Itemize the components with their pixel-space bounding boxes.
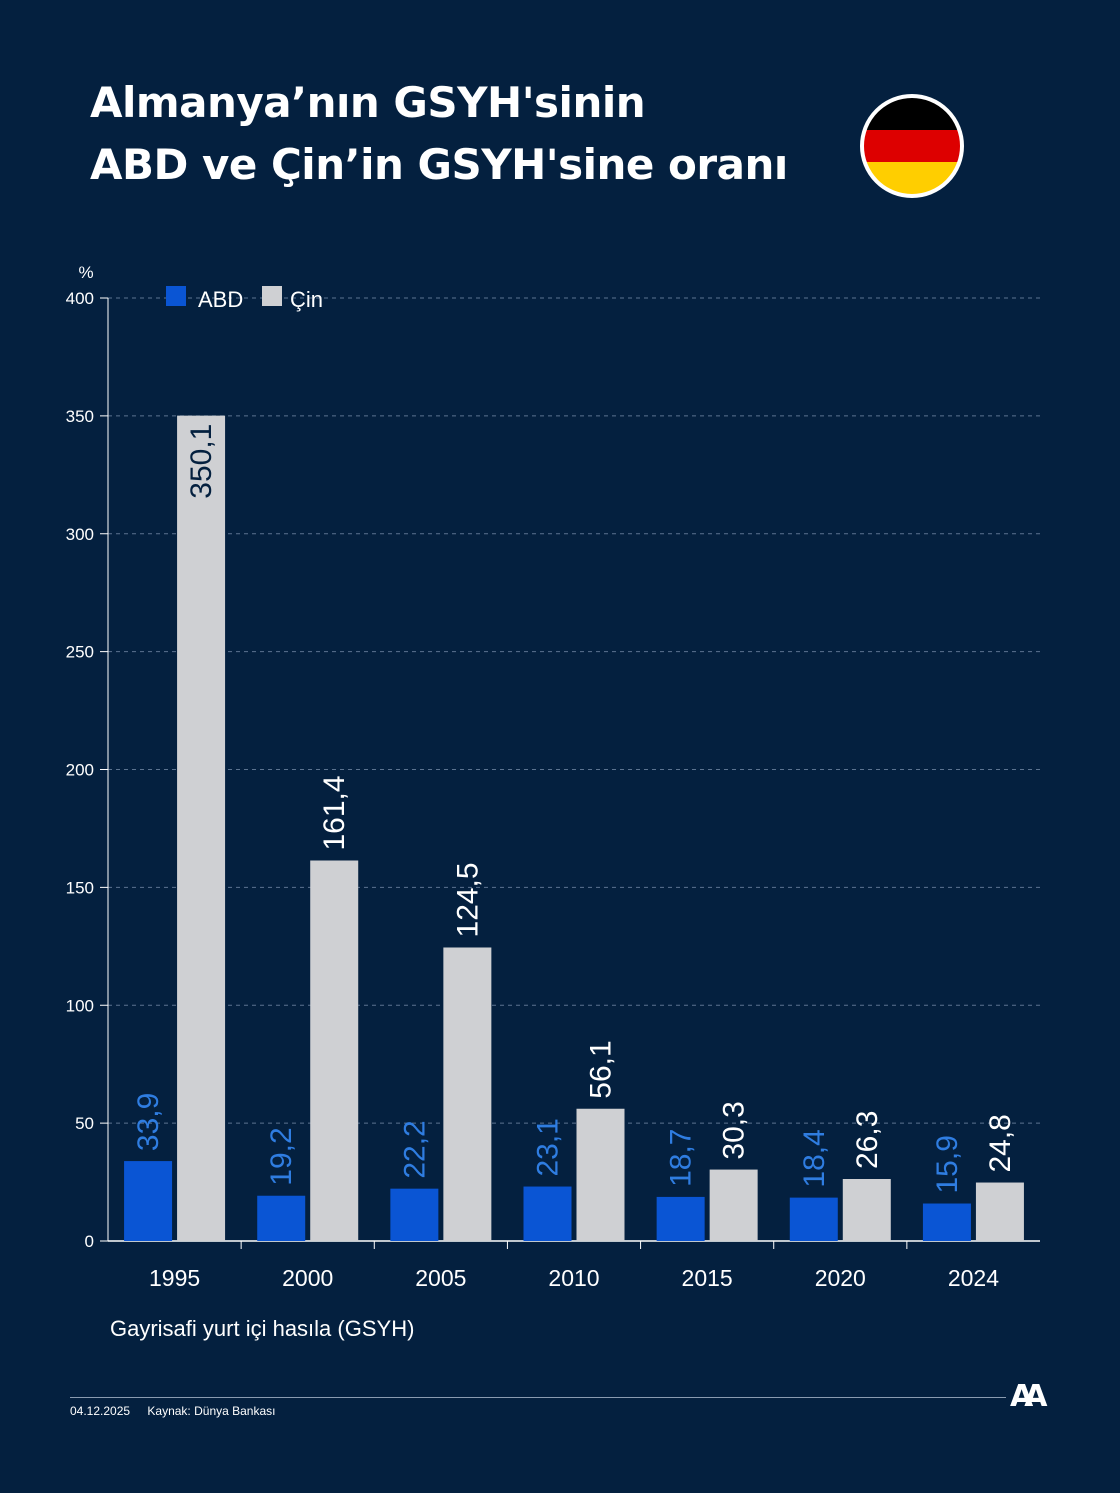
cin-bar <box>842 1178 891 1241</box>
abd-bar <box>922 1203 971 1241</box>
x-tick-label: 2010 <box>548 1265 599 1291</box>
cin-bar <box>177 415 226 1241</box>
abd-value-label: 18,7 <box>665 1129 698 1187</box>
y-tick-label: 50 <box>75 1114 94 1133</box>
abd-value-label: 23,1 <box>532 1118 565 1176</box>
y-tick-label: 150 <box>66 878 94 897</box>
y-tick-label: 250 <box>66 643 94 662</box>
y-tick-label: 300 <box>66 525 94 544</box>
cin-bar <box>709 1169 758 1241</box>
x-tick-label: 1995 <box>149 1265 200 1291</box>
cin-bar <box>975 1182 1024 1241</box>
cin-bar <box>310 860 359 1241</box>
y-tick-label: 200 <box>66 761 94 780</box>
cin-value-label: 56,1 <box>585 1040 618 1098</box>
title-line-2: ABD ve Çin’in GSYH'sine oranı <box>90 140 788 189</box>
footer-source: Kaynak: Dünya Bankası <box>147 1404 276 1418</box>
legend-label-abd: ABD <box>198 287 243 312</box>
cin-value-label: 24,8 <box>984 1114 1017 1172</box>
abd-value-label: 33,9 <box>132 1093 165 1151</box>
aa-logo: AA <box>1010 1379 1047 1414</box>
cin-value-label: 26,3 <box>851 1111 884 1169</box>
x-tick-label: 2020 <box>815 1265 866 1291</box>
abd-bar <box>789 1197 838 1241</box>
abd-value-label: 18,4 <box>798 1129 831 1187</box>
cin-value-label: 124,5 <box>451 862 484 937</box>
abd-bar <box>257 1195 306 1241</box>
x-axis-label: Gayrisafi yurt içi hasıla (GSYH) <box>110 1316 415 1341</box>
legend-swatch-abd <box>166 286 186 306</box>
abd-value-label: 22,2 <box>398 1120 431 1178</box>
x-tick-label: 2024 <box>948 1265 999 1291</box>
bar-chart: % 0 50 100 150 200 250 300 350 400 1995 33,9 350,1 20… <box>66 263 1040 1291</box>
cin-bar <box>443 947 492 1241</box>
y-tick-label: 400 <box>66 289 94 308</box>
x-tick-label: 2005 <box>415 1265 466 1291</box>
footer: 04.12.2025 Kaynak: Dünya Bankası <box>70 1404 289 1418</box>
abd-value-label: 19,2 <box>265 1127 298 1185</box>
abd-bar <box>124 1161 173 1241</box>
abd-bar <box>656 1196 705 1241</box>
cin-value-label: 161,4 <box>318 775 351 850</box>
footer-date: 04.12.2025 <box>70 1404 131 1418</box>
y-tick-label: 100 <box>66 996 94 1015</box>
footer-divider <box>70 1397 1006 1398</box>
y-tick-label: 0 <box>85 1232 94 1251</box>
cin-value-label: 30,3 <box>718 1101 751 1159</box>
legend-label-cin: Çin <box>290 287 323 312</box>
abd-bar <box>523 1186 572 1241</box>
y-axis-unit: % <box>78 263 93 282</box>
abd-value-label: 15,9 <box>931 1135 964 1193</box>
x-tick-label: 2000 <box>282 1265 333 1291</box>
cin-bar <box>576 1108 625 1241</box>
chart-title: Almanya’nın GSYH'sinin ABD ve Çin’in GSY… <box>90 72 788 196</box>
y-tick-label: 350 <box>66 407 94 426</box>
abd-bar <box>390 1188 439 1241</box>
legend-swatch-cin <box>262 286 282 306</box>
title-line-1: Almanya’nın GSYH'sinin <box>90 78 646 127</box>
germany-flag-icon <box>860 94 964 198</box>
x-tick-label: 2015 <box>682 1265 733 1291</box>
cin-value-label: 350,1 <box>185 424 218 499</box>
